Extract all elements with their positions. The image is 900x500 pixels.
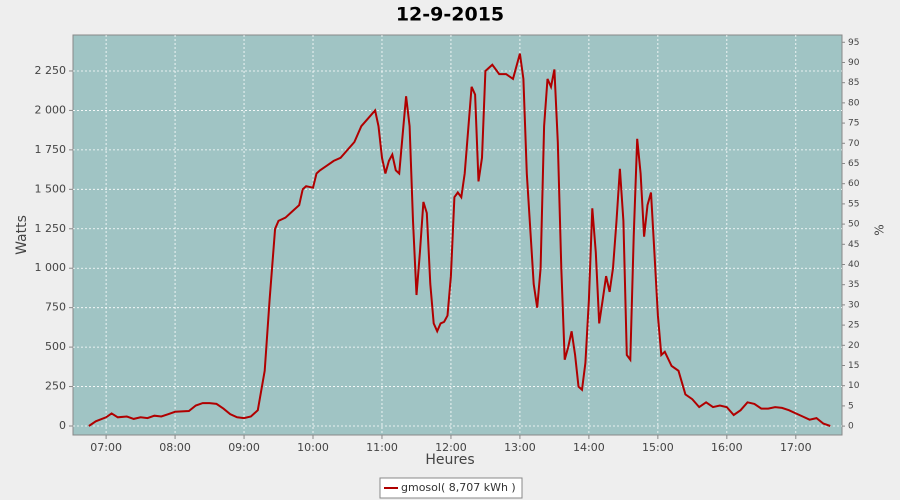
y-tick-label: 1 500 [35, 182, 67, 195]
x-axis-label: Heures [425, 452, 474, 468]
y-tick-label: 2 000 [35, 103, 67, 116]
chart-title: 12-9-2015 [396, 4, 504, 26]
y2-tick-label: 10 [848, 381, 860, 391]
legend-label: gmosol( 8,707 kWh ) [401, 481, 516, 494]
x-tick-label: 09:00 [228, 441, 260, 454]
y2-tick-label: 90 [848, 58, 860, 68]
y2-tick-label: 20 [848, 341, 860, 351]
x-tick-label: 12:00 [435, 441, 467, 454]
y2-tick-label: 15 [848, 361, 859, 371]
data-line [88, 53, 831, 427]
y2-tick-label: 50 [848, 220, 860, 230]
y2-tick-label: 30 [848, 300, 860, 310]
y2-tick-label: 85 [848, 78, 859, 88]
x-tick-label: 15:00 [642, 441, 674, 454]
y-tick-label: 2 250 [35, 64, 67, 77]
y2-tick-label: 60 [848, 179, 860, 189]
y-tick-label: 0 [59, 419, 66, 432]
y-tick-label: 750 [45, 301, 66, 314]
y-tick-label: 250 [45, 380, 66, 393]
y2-tick-label: 25 [848, 321, 859, 331]
y-axis-label: Watts [14, 215, 30, 255]
x-tick-label: 08:00 [159, 441, 191, 454]
y-tick-label: 500 [45, 340, 66, 353]
y-tick-label: 1 750 [35, 143, 67, 156]
y2-axis-label: % [873, 224, 887, 235]
x-tick-label: 07:00 [90, 441, 122, 454]
x-tick-label: 13:00 [504, 441, 536, 454]
x-tick-label: 14:00 [573, 441, 605, 454]
y2-tick-label: 5 [848, 401, 854, 411]
y2-tick-label: 70 [848, 139, 860, 149]
y2-tick-label: 65 [848, 159, 859, 169]
y2-tick-label: 75 [848, 119, 859, 129]
y2-tick-label: 40 [848, 260, 860, 270]
y2-tick-label: 45 [848, 240, 859, 250]
y2-tick-label: 80 [848, 98, 860, 108]
x-tick-label: 16:00 [711, 441, 743, 454]
y2-tick-label: 95 [848, 38, 859, 48]
plot-area [72, 34, 843, 436]
y-tick-label: 1 000 [35, 261, 67, 274]
y-tick-label: 1 250 [35, 222, 67, 235]
x-tick-label: 10:00 [297, 441, 329, 454]
y2-tick-label: 55 [848, 199, 859, 209]
y2-tick-label: 0 [848, 422, 854, 432]
y2-tick-label: 35 [848, 280, 859, 290]
x-tick-label: 17:00 [780, 441, 812, 454]
x-tick-label: 11:00 [366, 441, 398, 454]
legend-box [379, 477, 523, 499]
